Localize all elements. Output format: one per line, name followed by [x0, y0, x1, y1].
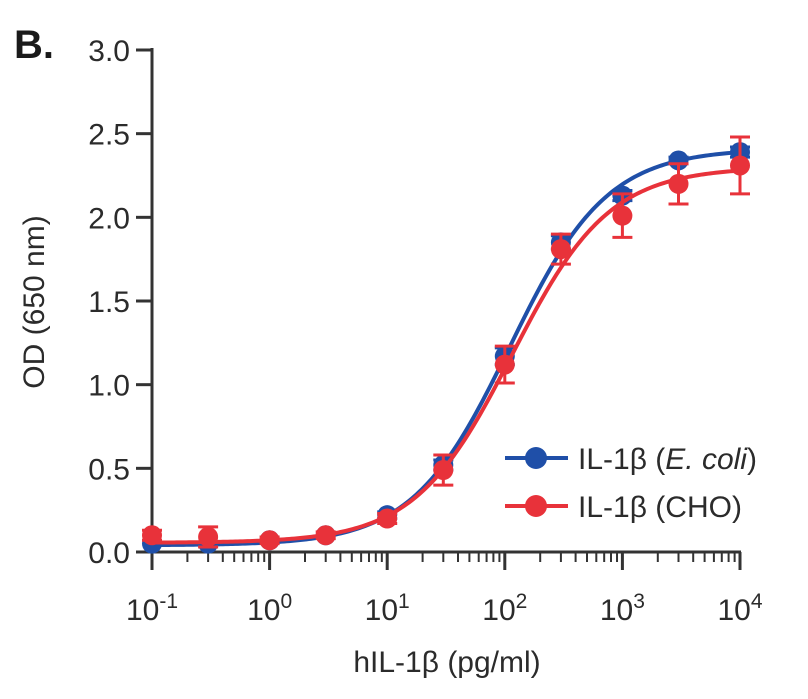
- x-tick-exponent: 1: [398, 590, 410, 613]
- x-tick-label: 104: [717, 590, 762, 627]
- x-tick-label: 102: [482, 590, 527, 627]
- x-tick-base: 10: [600, 594, 633, 627]
- data-point: [377, 508, 398, 529]
- x-tick-base: 10: [247, 594, 280, 627]
- y-tick-label: 0.5: [88, 453, 130, 486]
- data-point: [433, 460, 454, 481]
- x-tick-label: 10-1: [126, 590, 178, 627]
- x-tick-base: 10: [365, 594, 398, 627]
- x-tick-exponent: 4: [751, 590, 763, 613]
- data-point: [259, 530, 280, 551]
- y-axis-ticks: 0.0 0.5 1.0 1.5 2.0 2.5 3.0: [88, 35, 152, 570]
- x-tick-exponent: 3: [633, 590, 645, 613]
- panel-label: B.: [14, 23, 54, 67]
- y-tick-label: 3.0: [88, 35, 130, 68]
- x-axis-label: hIL-1β (pg/ml): [353, 646, 540, 679]
- legend-label-main: IL-1β (: [578, 443, 665, 476]
- y-tick-label: 1.0: [88, 370, 130, 403]
- series-layer: [142, 135, 750, 554]
- data-point: [494, 354, 515, 375]
- data-point: [142, 525, 162, 546]
- x-axis-ticks: 10-1 100 101 102 103 104: [126, 552, 763, 627]
- data-point: [550, 239, 571, 260]
- legend: IL-1β (E. coli)IL-1β (CHO): [505, 443, 757, 524]
- legend-label-main: IL-1β (CHO): [578, 491, 742, 524]
- y-axis-label: OD (650 nm): [18, 215, 51, 388]
- x-tick-base: 10: [717, 594, 750, 627]
- legend-marker: [525, 495, 547, 517]
- y-tick-label: 2.0: [88, 202, 130, 235]
- data-point: [198, 526, 219, 547]
- data-point: [730, 155, 750, 176]
- legend-label: IL-1β (CHO): [578, 491, 742, 524]
- data-point: [612, 205, 633, 226]
- fit-curve: [151, 168, 741, 545]
- data-point: [668, 173, 689, 194]
- y-tick-label: 0.0: [88, 537, 130, 570]
- x-tick-label: 101: [365, 590, 410, 627]
- data-point: [668, 150, 689, 171]
- data-point: [315, 525, 336, 546]
- legend-label-close: ): [747, 443, 757, 476]
- series-1: [142, 135, 750, 551]
- y-tick-label: 2.5: [88, 119, 130, 152]
- x-tick-exponent: -1: [159, 590, 178, 613]
- legend-marker: [525, 447, 547, 469]
- legend-label: IL-1β (E. coli): [578, 443, 757, 476]
- x-tick-label: 103: [600, 590, 645, 627]
- x-tick-exponent: 0: [280, 590, 292, 613]
- x-tick-base: 10: [482, 594, 515, 627]
- y-tick-label: 1.5: [88, 286, 130, 319]
- legend-label-italic: E. coli: [665, 443, 748, 476]
- x-tick-base: 10: [126, 594, 159, 627]
- x-tick-exponent: 2: [516, 590, 528, 613]
- x-tick-label: 100: [247, 590, 292, 627]
